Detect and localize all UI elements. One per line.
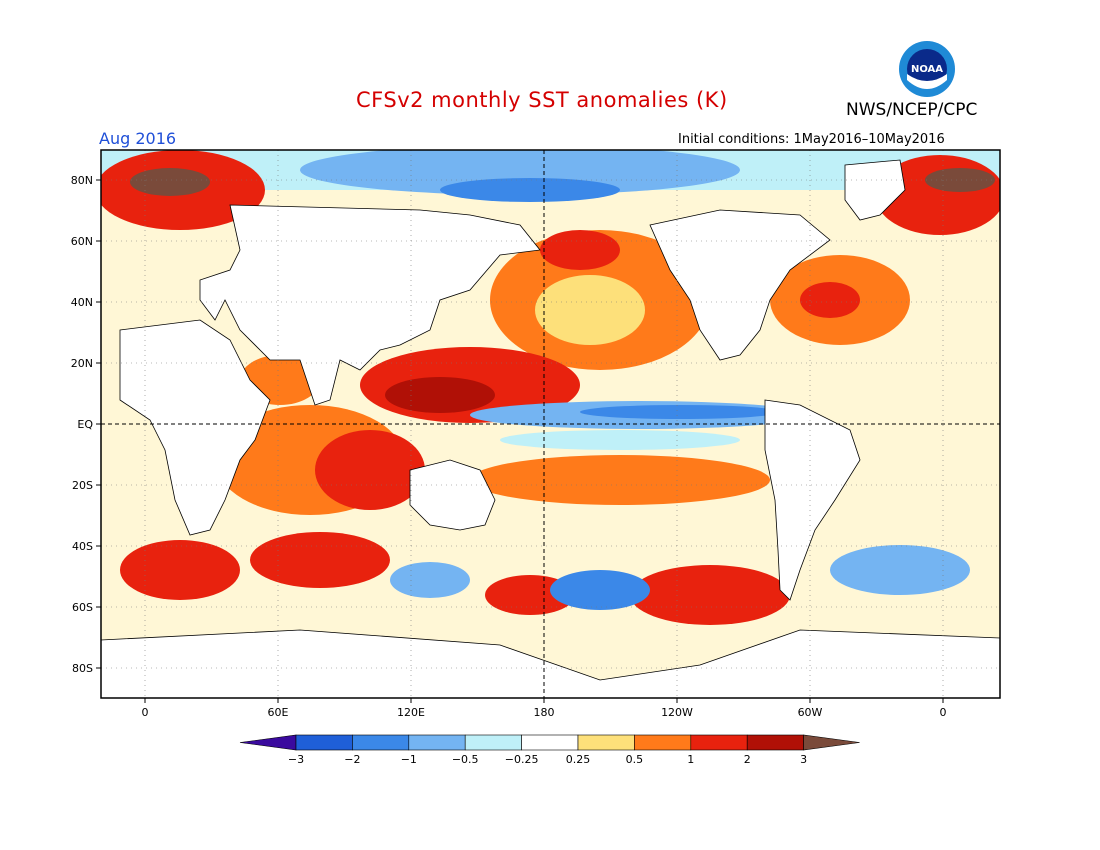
australia-land [409, 459, 496, 531]
equatorial-pacific-cold-anomaly [580, 405, 780, 419]
legend-min-arrow [239, 734, 297, 751]
southern-ocean-cold-anomaly-1 [550, 570, 650, 610]
south-america-land [764, 399, 861, 601]
legend-label: −0.25 [505, 753, 539, 766]
africa-land [119, 319, 271, 536]
noaa-logo-text: NOAA [911, 64, 943, 75]
south-equatorial-cool-anomaly [500, 430, 740, 450]
legend-color-box [464, 734, 522, 751]
southern-indian-warm-anomaly [250, 532, 390, 588]
south-atlantic-cold-anomaly [830, 545, 970, 595]
legend-label: −1 [401, 753, 417, 766]
southern-ocean-cold-anomaly-2 [390, 562, 470, 598]
lat-tick-label: 20S [72, 479, 93, 492]
lon-tick-label: 180 [534, 706, 555, 719]
legend-color-box [690, 734, 748, 751]
eurasia-land [199, 204, 541, 406]
lon-tick-label: 60W [798, 706, 823, 719]
south-pacific-warm-band [470, 455, 770, 505]
legend-color-box [746, 734, 804, 751]
north-america-land [649, 209, 831, 361]
legend-label: 2 [744, 753, 751, 766]
lon-tick-label: 0 [142, 706, 149, 719]
south-atlantic-warm-anomaly [120, 540, 240, 600]
lon-tick-label: 120E [397, 706, 425, 719]
lat-tick-label: EQ [77, 418, 93, 431]
gulf-stream-warm-anomaly [800, 282, 860, 318]
antarctica-land [101, 629, 1000, 698]
lat-tick-label: 60N [71, 235, 93, 248]
latitude-axis: 80N 60N 40N 20N EQ 20S 40S 60S 80S [71, 174, 101, 675]
chart-title: CFSv2 monthly SST anomalies (K) [356, 88, 728, 112]
arctic-strong-cold-anomaly [440, 178, 620, 202]
legend-color-box [408, 734, 466, 751]
nordic-extreme-warm-anomaly [925, 168, 995, 192]
land-masses [101, 159, 1000, 698]
lat-tick-label: 80N [71, 174, 93, 187]
legend-label: −2 [344, 753, 360, 766]
legend-label: 3 [800, 753, 807, 766]
initial-conditions-label: Initial conditions: 1May2016–10May2016 [678, 132, 945, 147]
legend-color-box [634, 734, 692, 751]
lon-tick-label: 60E [268, 706, 289, 719]
legend-color-box [577, 734, 635, 751]
north-pacific-weak-anomaly [535, 275, 645, 345]
legend-color-box [352, 734, 410, 751]
east-indian-ocean-warm-anomaly [315, 430, 425, 510]
lon-tick-label: 120W [661, 706, 693, 719]
arctic-cold-anomaly [300, 150, 740, 195]
legend-label: −0.5 [452, 753, 479, 766]
west-pacific-strong-warm-anomaly [385, 377, 495, 413]
legend-label: 1 [687, 753, 694, 766]
legend-label: 0.5 [626, 753, 644, 766]
bering-warm-anomaly [540, 230, 620, 270]
noaa-logo-icon: NOAA [899, 41, 955, 97]
legend-color-box [521, 734, 579, 751]
lat-tick-label: 40N [71, 296, 93, 309]
lat-tick-label: 20N [71, 357, 93, 370]
legend-color-box [295, 734, 353, 751]
lat-tick-label: 60S [72, 601, 93, 614]
southern-ocean-warm-anomaly-1 [630, 565, 790, 625]
valid-month-label: Aug 2016 [99, 129, 177, 148]
agency-label: NWS/NCEP/CPC [846, 100, 978, 120]
lon-tick-label: 0 [940, 706, 947, 719]
greenland-land [844, 159, 906, 221]
lat-tick-label: 80S [72, 662, 93, 675]
lat-tick-label: 40S [72, 540, 93, 553]
legend-label: 0.25 [566, 753, 591, 766]
barents-extreme-warm-anomaly [130, 168, 210, 196]
longitude-axis: 0 60E 120E 180 120W 60W 0 [142, 698, 947, 719]
legend-label: −3 [288, 753, 304, 766]
legend-max-arrow [803, 734, 860, 751]
